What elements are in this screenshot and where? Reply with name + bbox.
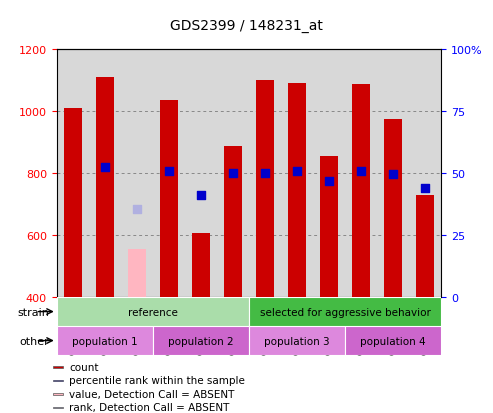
Bar	[409, 50, 441, 297]
Text: reference: reference	[128, 307, 178, 317]
Bar	[313, 50, 345, 297]
Bar	[153, 326, 249, 355]
Bar	[281, 50, 313, 297]
Bar	[121, 50, 153, 297]
Point	[101, 164, 108, 171]
Point	[133, 206, 141, 212]
Text: rank, Detection Call = ABSENT: rank, Detection Call = ABSENT	[70, 402, 230, 412]
Bar	[249, 297, 441, 326]
Bar	[249, 50, 281, 297]
Bar	[217, 50, 249, 297]
Bar	[160, 101, 177, 297]
Bar	[345, 50, 377, 297]
Bar	[57, 50, 89, 297]
Text: value, Detection Call = ABSENT: value, Detection Call = ABSENT	[70, 389, 235, 399]
Text: percentile rank within the sample: percentile rank within the sample	[70, 375, 246, 385]
Bar	[185, 50, 217, 297]
Point	[165, 169, 173, 175]
Bar	[256, 81, 274, 297]
Text: population 1: population 1	[72, 336, 138, 346]
Bar	[352, 85, 370, 297]
Bar	[128, 249, 145, 297]
Point	[229, 170, 237, 177]
Bar	[288, 84, 306, 297]
Bar	[89, 50, 121, 297]
Point	[197, 192, 205, 199]
Bar	[153, 50, 185, 297]
Point	[325, 178, 333, 185]
Text: selected for aggressive behavior: selected for aggressive behavior	[260, 307, 430, 317]
Bar	[53, 407, 63, 408]
Bar	[377, 50, 409, 297]
Bar	[224, 147, 242, 297]
Bar	[53, 366, 63, 368]
Bar	[53, 393, 63, 395]
Point	[389, 172, 397, 178]
Bar	[192, 234, 210, 297]
Text: population 2: population 2	[168, 336, 234, 346]
Bar	[320, 157, 338, 297]
Point	[261, 170, 269, 177]
Bar	[385, 119, 402, 297]
Text: strain: strain	[17, 307, 49, 317]
Text: population 3: population 3	[264, 336, 330, 346]
Bar	[57, 326, 153, 355]
Point	[421, 186, 429, 192]
Bar	[345, 326, 441, 355]
Text: GDS2399 / 148231_at: GDS2399 / 148231_at	[170, 19, 323, 33]
Bar	[64, 109, 81, 297]
Bar	[417, 195, 434, 297]
Point	[293, 169, 301, 175]
Bar	[249, 326, 345, 355]
Point	[357, 169, 365, 175]
Text: other: other	[20, 336, 49, 346]
Bar	[53, 380, 63, 382]
Text: count: count	[70, 362, 99, 372]
Bar	[57, 297, 249, 326]
Text: population 4: population 4	[360, 336, 426, 346]
Bar	[96, 78, 113, 297]
